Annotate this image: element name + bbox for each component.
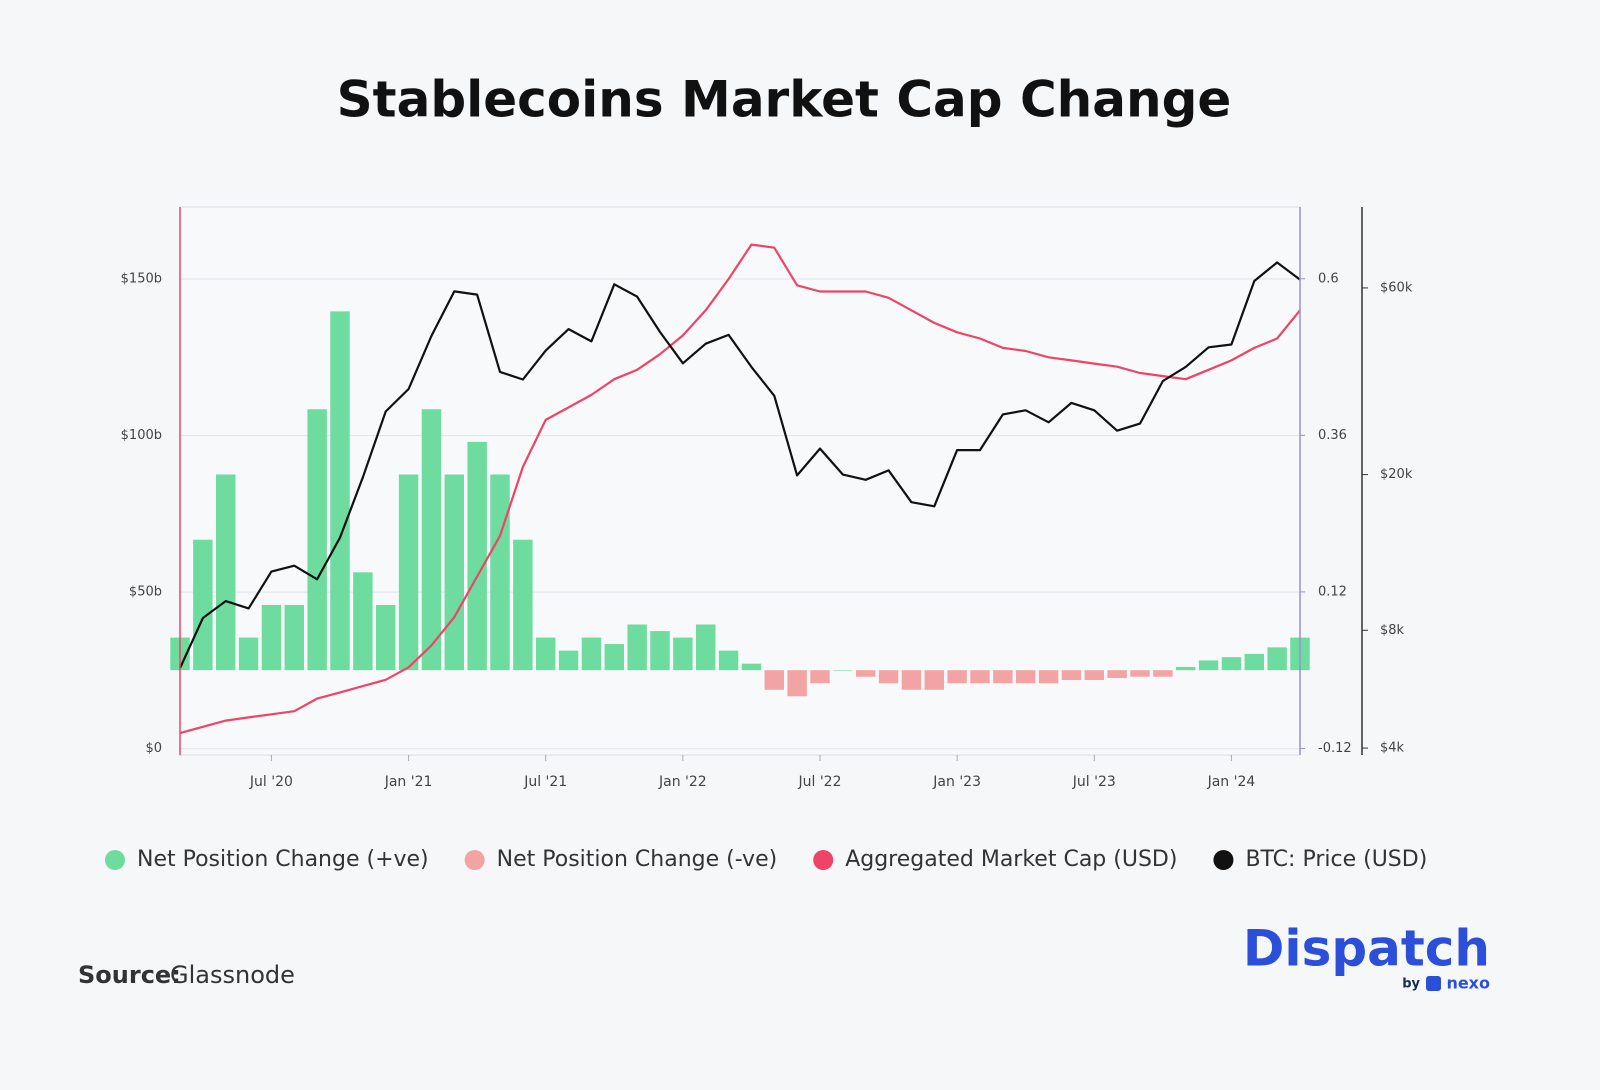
bar: [261, 604, 282, 671]
line: [179, 243, 1301, 735]
y2-tick-label: 0.36: [1318, 428, 1347, 443]
source-label: Source:: [78, 961, 181, 989]
bar: [216, 474, 236, 671]
y2-tick-label: 0.6: [1318, 271, 1339, 286]
y-tick-label: $150b: [121, 272, 162, 287]
legend-marker: [105, 850, 125, 870]
y3-tick-label: $4k: [1380, 741, 1405, 756]
chart-title: Stablecoins Market Cap Change: [337, 71, 1232, 129]
bar: [901, 670, 922, 690]
bar: [810, 670, 830, 684]
y-tick-label: $100b: [121, 428, 162, 443]
bar: [1267, 647, 1287, 671]
line: [178, 261, 1301, 669]
bar: [993, 670, 1013, 684]
bar: [741, 663, 762, 671]
bar: [1176, 666, 1196, 671]
bar: [1038, 670, 1059, 684]
x-tick-label: Jul '21: [523, 774, 567, 790]
x-tick-label: Jul '20: [249, 774, 293, 790]
bar: [878, 670, 899, 684]
bar: [581, 637, 602, 671]
bar: [398, 474, 419, 671]
bar: [696, 624, 716, 671]
y3-tick-label: $60k: [1380, 280, 1413, 295]
y-tick-label: $50b: [129, 585, 162, 600]
legend-label: BTC: Price (USD): [1245, 847, 1427, 872]
logo-icon: [1426, 976, 1441, 991]
x-tick-label: Jan '21: [384, 774, 433, 790]
bar: [284, 604, 304, 671]
legend-marker: [1213, 850, 1234, 870]
bar: [353, 572, 373, 671]
y2-tick-label: -0.12: [1318, 741, 1352, 756]
bar: [764, 670, 784, 690]
bar: [513, 539, 533, 671]
bar: [307, 409, 327, 671]
y2-tick-label: 0.12: [1318, 584, 1347, 599]
bar: [444, 474, 464, 671]
legend-label: Aggregated Market Cap (USD): [845, 847, 1177, 872]
bar: [947, 670, 967, 684]
bar: [673, 637, 693, 671]
axes: $0 $50b $100b $150b -0.12 0.12 0.36 0.6 $4k $8k $2…: [121, 271, 1413, 790]
bar: [924, 670, 944, 690]
bar: [558, 650, 579, 671]
bar: [193, 539, 213, 671]
bar: [1221, 657, 1242, 671]
logo: Dispatch: [1243, 920, 1490, 978]
bar: [970, 670, 990, 684]
bars: [170, 311, 1310, 697]
bar: [490, 474, 510, 671]
x-tick-label: Jan '24: [1207, 774, 1256, 790]
legend-label: Net Position Change (+ve): [137, 847, 429, 872]
bar: [421, 409, 442, 671]
bar: [238, 637, 259, 671]
bar: [1107, 670, 1127, 679]
bar: [718, 650, 739, 671]
bar: [627, 624, 647, 671]
x-tick-label: Jul '22: [797, 774, 841, 790]
bar: [1130, 670, 1150, 677]
bar: [604, 644, 624, 671]
y3-tick-label: $8k: [1380, 623, 1405, 638]
bar: [467, 441, 487, 671]
bar: [1198, 660, 1219, 671]
legend-marker: [813, 850, 834, 870]
x-tick-label: Jan '22: [658, 774, 707, 790]
bar: [856, 670, 876, 677]
logo-by: by: [1402, 977, 1420, 992]
legend-marker: [464, 850, 485, 870]
bar: [1016, 670, 1036, 684]
legend: Net Position Change (+ve) Net Position Ch…: [105, 847, 1427, 872]
bar: [1061, 670, 1082, 680]
bar: [1244, 653, 1264, 671]
bar: [1153, 670, 1173, 677]
logo-brand: nexo: [1446, 974, 1490, 993]
bar: [1084, 670, 1104, 680]
bar: [833, 670, 853, 671]
x-tick-label: Jul '23: [1072, 774, 1116, 790]
legend-label: Net Position Change (-ve): [497, 847, 778, 872]
bar: [536, 637, 556, 671]
bar: [330, 311, 350, 671]
y3-tick-label: $20k: [1380, 467, 1413, 482]
x-tick-label: Jan '23: [932, 774, 981, 790]
bar: [650, 631, 670, 671]
y-tick-label: $0: [145, 741, 162, 756]
source: Glassnode: [170, 961, 295, 989]
bar: [787, 670, 807, 697]
lines: [178, 243, 1301, 735]
bar: [376, 604, 396, 671]
